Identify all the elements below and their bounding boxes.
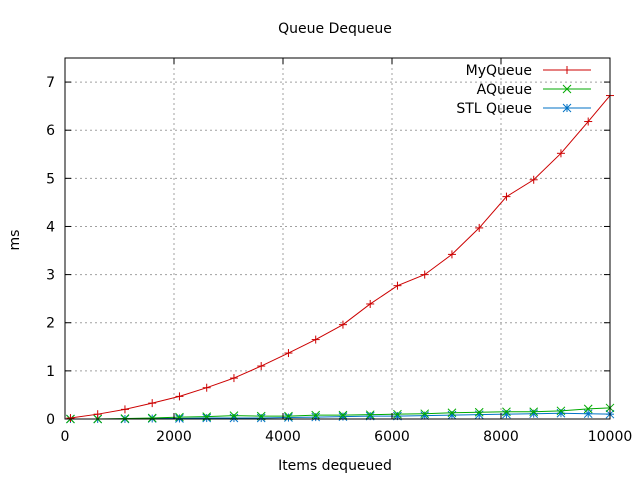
grid [65, 58, 610, 419]
y-tick-label: 5 [46, 171, 55, 187]
data-point-stl-queue [420, 411, 430, 420]
data-point-myqueue [475, 223, 484, 232]
legend-marker [562, 103, 572, 113]
legend-item-aqueue: AQueue [477, 82, 591, 98]
y-tick-label: 3 [46, 268, 55, 284]
data-point-myqueue [556, 149, 565, 158]
data-point-stl-queue [202, 413, 212, 423]
data-point-aqueue [474, 407, 484, 417]
y-tick-label: 2 [46, 316, 55, 332]
legend-item-myqueue: MyQueue [466, 63, 591, 79]
data-point-myqueue [229, 374, 238, 383]
series-line-myqueue [70, 95, 611, 419]
data-point-aqueue [175, 412, 184, 422]
data-point-aqueue [583, 404, 593, 414]
data-point-stl-queue [284, 413, 293, 422]
data-point-aqueue [420, 409, 430, 419]
data-point-myqueue [338, 320, 347, 329]
data-point-aqueue [529, 407, 539, 417]
data-point-myqueue [393, 281, 402, 290]
x-axis-label: Items dequeued [278, 458, 392, 474]
data-point-aqueue [393, 409, 402, 419]
data-point-aqueue [229, 411, 239, 420]
axis-ticks: 0 2000 4000 6000 8000 10000 0 1 2 3 4 5 6 7 [46, 58, 632, 445]
series-layer [66, 91, 615, 424]
data-point-stl-queue [311, 412, 321, 422]
series-myqueue [66, 91, 614, 423]
y-tick-label: 0 [46, 412, 55, 428]
data-point-myqueue [257, 362, 266, 371]
data-point-stl-queue [256, 413, 266, 423]
y-tick-label: 7 [46, 75, 55, 91]
data-point-myqueue [148, 399, 157, 408]
data-point-aqueue [338, 410, 348, 420]
data-point-stl-queue [583, 409, 593, 419]
legend-label: MyQueue [466, 63, 532, 79]
data-point-stl-queue [529, 409, 539, 419]
data-point-aqueue [502, 407, 511, 417]
x-tick-label: 2000 [156, 429, 192, 445]
legend-item-stl-queue: STL Queue [456, 101, 591, 117]
data-point-aqueue [556, 406, 566, 416]
data-point-myqueue [175, 392, 184, 401]
y-tick-label: 6 [46, 123, 55, 139]
data-point-myqueue [66, 414, 75, 423]
plot-frame [64, 57, 611, 420]
data-point-myqueue [420, 270, 429, 279]
legend-label: AQueue [477, 82, 532, 98]
data-point-myqueue [366, 299, 375, 308]
data-point-myqueue [284, 349, 293, 358]
legend: MyQueue AQueue STL Queue [456, 63, 591, 117]
chart-title: Queue Dequeue [278, 21, 392, 37]
data-point-myqueue [584, 117, 593, 126]
x-tick-label: 10000 [588, 429, 633, 445]
data-point-myqueue [447, 250, 456, 259]
legend-marker [563, 66, 571, 74]
data-point-aqueue [447, 408, 457, 418]
x-tick-label: 4000 [265, 429, 301, 445]
data-point-myqueue [529, 175, 538, 184]
data-point-myqueue [120, 405, 129, 414]
y-axis-label: ms [7, 230, 23, 251]
data-point-aqueue [147, 413, 157, 423]
y-tick-label: 4 [46, 219, 55, 235]
data-point-aqueue [311, 410, 321, 420]
y-tick-label: 1 [46, 364, 55, 380]
x-tick-label: 0 [61, 429, 70, 445]
x-tick-label: 6000 [374, 429, 410, 445]
data-point-myqueue [502, 192, 511, 201]
data-point-myqueue [93, 410, 102, 419]
data-point-aqueue [365, 410, 375, 420]
legend-marker [562, 84, 572, 94]
x-tick-label: 8000 [483, 429, 519, 445]
legend-label: STL Queue [456, 101, 532, 117]
data-point-myqueue [202, 383, 211, 392]
data-point-myqueue [311, 335, 320, 344]
